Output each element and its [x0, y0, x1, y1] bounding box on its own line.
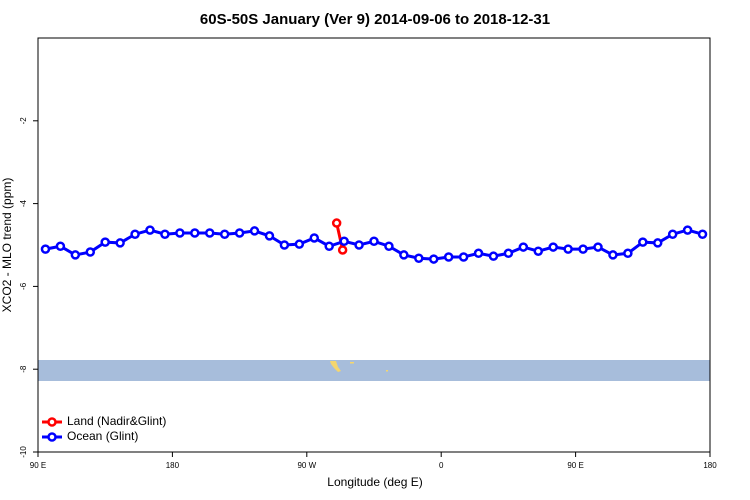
data-point — [294, 239, 305, 249]
chart-title: 60S-50S January (Ver 9) 2014-09-06 to 20… — [200, 11, 550, 28]
legend-marker — [47, 432, 57, 442]
data-point — [518, 242, 529, 252]
data-point — [488, 251, 499, 261]
x-tick-label: 0 — [439, 461, 444, 470]
data-point — [593, 242, 603, 252]
x-tick-label: 90 W — [297, 461, 316, 470]
data-point — [399, 250, 409, 260]
data-point — [697, 229, 708, 239]
plot-frame — [37, 37, 711, 453]
legend-marker — [47, 417, 57, 427]
data-point — [652, 238, 663, 248]
data-point — [130, 229, 140, 239]
data-point — [204, 228, 215, 238]
data-point — [264, 231, 275, 241]
y-tick-label: -10 — [19, 446, 28, 458]
data-point — [85, 247, 96, 257]
data-point — [414, 253, 424, 263]
data-point — [443, 252, 454, 262]
y-axis-label: XCO2 - MLO trend (ppm) — [0, 178, 14, 313]
data-point — [279, 240, 290, 250]
y-tick-label: -4 — [19, 199, 28, 207]
x-tick-label: 90 E — [567, 461, 583, 470]
data-point — [339, 236, 349, 247]
x-axis-label: Longitude (deg E) — [327, 475, 422, 489]
data-point — [55, 241, 66, 251]
data-point — [219, 229, 230, 239]
data-point — [100, 237, 110, 247]
data-point — [70, 250, 81, 260]
y-tick-label: -6 — [19, 282, 28, 290]
data-point — [324, 241, 334, 251]
x-tick-label: 180 — [166, 461, 180, 470]
data-point — [40, 244, 51, 254]
data-point — [331, 218, 342, 228]
data-point — [337, 245, 348, 255]
data-point — [115, 238, 125, 248]
data-point — [145, 225, 155, 235]
legend-label: Ocean (Glint) — [67, 429, 138, 443]
data-point — [175, 228, 185, 238]
data-point — [548, 242, 558, 252]
data-point — [160, 229, 170, 239]
map-strip — [38, 360, 710, 381]
data-point — [384, 241, 394, 251]
data-point — [249, 226, 260, 236]
data-point — [503, 248, 514, 259]
data-point — [578, 244, 588, 254]
data-point — [458, 252, 469, 262]
data-point — [623, 248, 633, 259]
y-tick-label: -2 — [19, 117, 28, 125]
data-point — [354, 240, 364, 250]
data-point — [638, 237, 648, 247]
x-tick-label: 180 — [703, 461, 717, 470]
data-point — [428, 254, 439, 264]
data-point — [682, 225, 693, 235]
data-point — [473, 248, 484, 259]
data-point — [234, 228, 245, 238]
data-point — [563, 244, 573, 254]
x-tick-label: 90 E — [30, 461, 46, 470]
data-point — [533, 246, 544, 256]
legend-label: Land (Nadir&Glint) — [67, 414, 166, 428]
data-point — [608, 250, 618, 260]
data-point — [667, 229, 678, 239]
data-point — [369, 236, 379, 247]
y-tick-label: -8 — [19, 365, 28, 373]
data-point — [190, 228, 200, 238]
data-point — [309, 233, 320, 243]
